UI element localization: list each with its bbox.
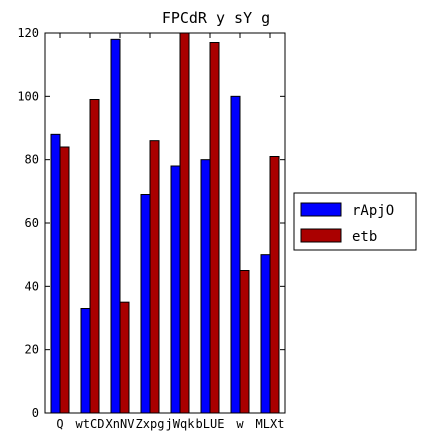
bar-rApjO-MLXt <box>260 254 271 414</box>
legend-swatch-etb <box>300 228 342 243</box>
x-tick-label: XnNV <box>106 417 135 431</box>
bar-etb-Zxpg <box>149 140 160 414</box>
x-tick-label: jWqk <box>166 417 196 431</box>
y-tick-label: 20 <box>25 343 39 357</box>
bar-etb-wtCD <box>89 99 100 414</box>
x-tick-label: wtCD <box>76 417 105 431</box>
bar-etb-w <box>239 270 250 414</box>
x-tick-label: MLXt <box>256 417 285 431</box>
y-tick-label: 0 <box>32 406 39 420</box>
bar-etb-MLXt <box>269 156 280 414</box>
x-tick-label: Q <box>56 417 63 431</box>
chart-title: FPCdR y sY g <box>162 9 270 27</box>
bar-etb-Q <box>59 146 70 414</box>
y-tick-label: 120 <box>17 26 39 40</box>
y-axis: 0 20 40 60 80 100 120 <box>17 26 285 420</box>
y-tick-label: 100 <box>17 89 39 103</box>
legend: rApjO etb <box>293 192 417 251</box>
legend-swatch-rApjO <box>300 202 342 217</box>
x-tick-label: Zxpg <box>136 417 165 431</box>
bar-rApjO-XnNV <box>110 38 121 414</box>
x-tick-label: w <box>236 417 244 431</box>
legend-label-rApjO: rApjO <box>352 203 394 219</box>
legend-label-etb: etb <box>352 229 377 245</box>
y-tick-label: 80 <box>25 153 39 167</box>
y-tick-label: 40 <box>25 279 39 293</box>
bar-rApjO-wtCD <box>80 308 91 414</box>
bar-etb-jWqk <box>179 32 190 414</box>
bar-rApjO-w <box>230 95 241 414</box>
bar-rApjO-Zxpg <box>140 194 151 414</box>
bar-etb-bLUE <box>209 42 220 414</box>
bar-rApjO-Q <box>50 133 61 414</box>
bars-group <box>50 32 280 414</box>
bar-rApjO-jWqk <box>170 165 181 414</box>
bar-rApjO-bLUE <box>200 159 211 414</box>
bar-etb-XnNV <box>119 301 130 414</box>
x-tick-label: bLUE <box>196 417 225 431</box>
y-tick-label: 60 <box>25 216 39 230</box>
